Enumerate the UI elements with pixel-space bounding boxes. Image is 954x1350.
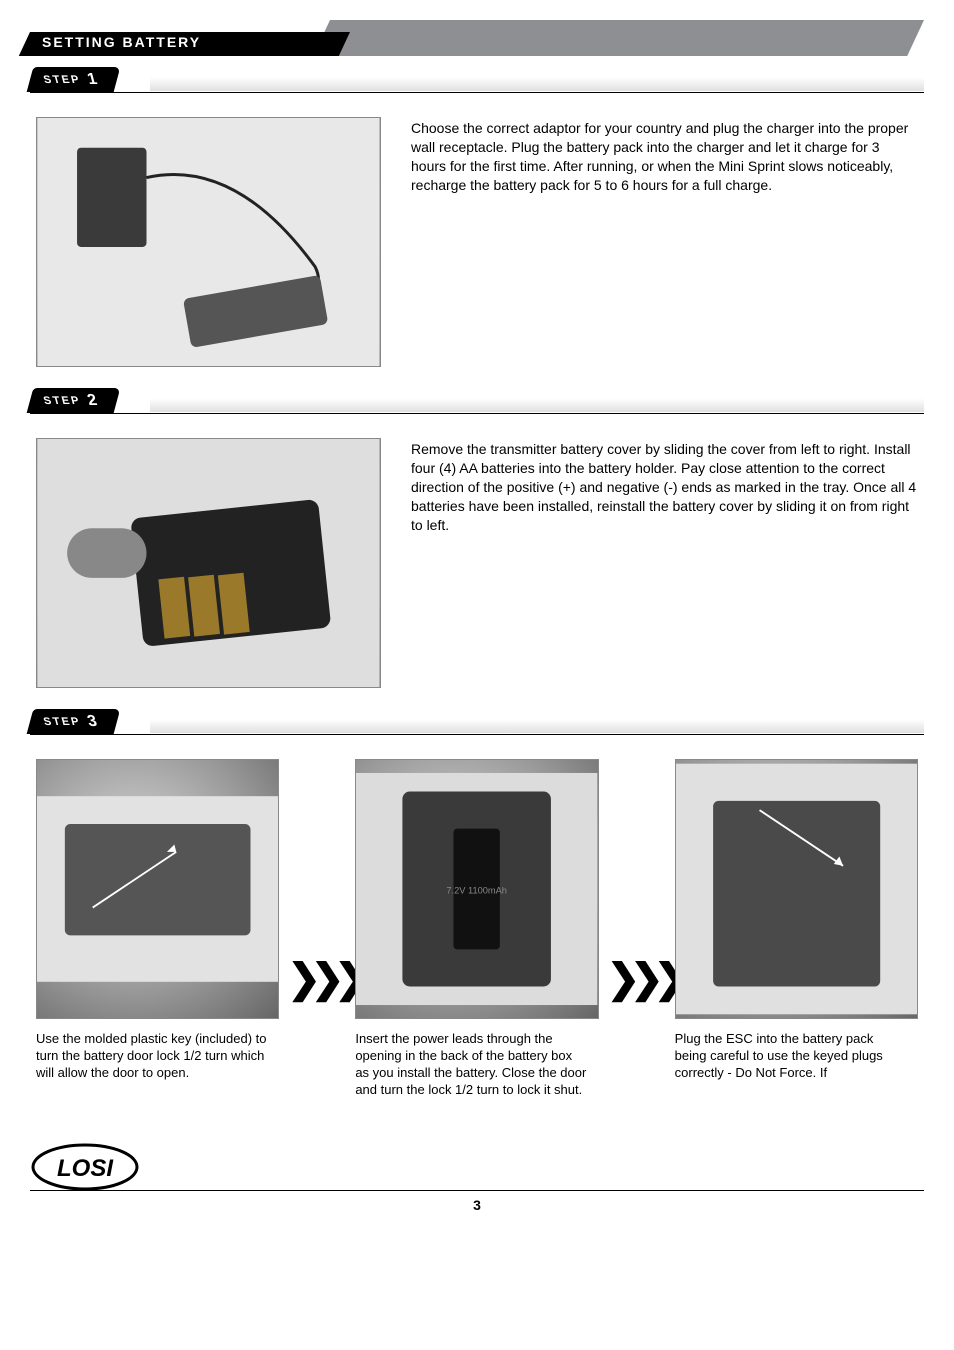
step-3-caption-3: Plug the ESC into the battery pack being…: [675, 1031, 918, 1082]
step-3-photo-3: [675, 759, 918, 1019]
header-grey-bar: [313, 20, 924, 56]
step-3-col-3: Plug the ESC into the battery pack being…: [675, 759, 918, 1082]
step-3-caption-1: Use the molded plastic key (included) to…: [36, 1031, 279, 1082]
page-number: 3: [30, 1197, 924, 1213]
step-tab-wrap: STEP 3: [30, 708, 924, 734]
step-number: 1: [85, 71, 101, 89]
svg-text:7.2V 1100mAh: 7.2V 1100mAh: [447, 886, 508, 896]
step-1-content: Choose the correct adaptor for your coun…: [30, 93, 924, 377]
arrow-icon: ❯❯❯: [287, 956, 347, 1002]
step-3-col-2: 7.2V 1100mAh Insert the power leads thro…: [355, 759, 598, 1099]
section-title: SETTING BATTERY: [42, 34, 201, 50]
svg-text:LOSI: LOSI: [57, 1155, 114, 1182]
step-label: STEP: [42, 74, 82, 86]
manual-page: SETTING BATTERY STEP 1 Choose the co: [0, 0, 954, 1239]
step-3-tab: STEP 3: [27, 709, 120, 734]
brand-logo: LOSI: [30, 1139, 140, 1194]
step-tab-wrap: STEP 2: [30, 387, 924, 413]
step-label: STEP: [42, 395, 82, 407]
transmitter-photo-svg: [37, 439, 380, 687]
step-3-caption-2: Insert the power leads through the openi…: [355, 1031, 598, 1099]
step-3-photo-1: [36, 759, 279, 1019]
step-2: STEP 2 Remove the transmitter battery co…: [30, 387, 924, 698]
step-tab-wrap: STEP 1: [30, 66, 924, 92]
battery-insert-photo-svg: 7.2V 1100mAh: [356, 760, 597, 1018]
battery-door-photo-svg: [37, 760, 278, 1018]
arrow-icon: ❯❯❯: [607, 956, 667, 1002]
step-2-text: Remove the transmitter battery cover by …: [411, 438, 918, 534]
step-2-photo: [36, 438, 381, 688]
step-label: STEP: [42, 716, 82, 728]
step-1-text: Choose the correct adaptor for your coun…: [411, 117, 918, 195]
step-2-content: Remove the transmitter battery cover by …: [30, 414, 924, 698]
page-footer: LOSI 3: [30, 1139, 924, 1209]
footer-rule: [30, 1190, 924, 1191]
step-number: 2: [85, 392, 101, 410]
step-3-photo-2: 7.2V 1100mAh: [355, 759, 598, 1019]
step-1: STEP 1 Choose the correct adaptor for yo…: [30, 66, 924, 377]
step-3-content: Use the molded plastic key (included) to…: [30, 735, 924, 1099]
step-1-tab: STEP 1: [27, 67, 120, 92]
charger-photo-svg: [37, 118, 380, 366]
step-1-photo: [36, 117, 381, 367]
losi-logo-icon: LOSI: [30, 1139, 140, 1194]
step-3-col-1: Use the molded plastic key (included) to…: [36, 759, 279, 1082]
step-3: STEP 3 Use the molded plastic key (inclu…: [30, 708, 924, 1099]
esc-plug-photo-svg: [676, 760, 917, 1018]
section-header: SETTING BATTERY: [30, 20, 924, 56]
step-number: 3: [85, 713, 101, 731]
step-2-tab: STEP 2: [27, 388, 120, 413]
